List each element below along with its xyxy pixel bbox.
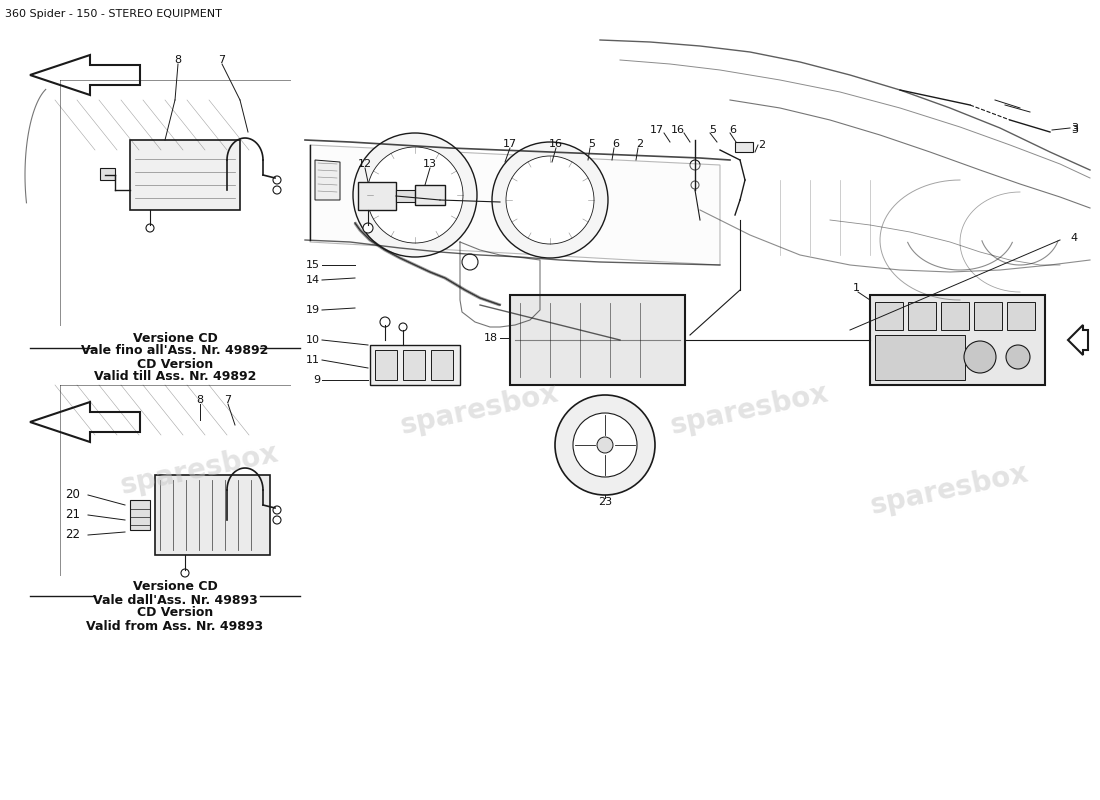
Circle shape xyxy=(462,254,478,270)
Polygon shape xyxy=(30,55,140,95)
Circle shape xyxy=(690,160,700,170)
Text: Vale dall'Ass. Nr. 49893: Vale dall'Ass. Nr. 49893 xyxy=(92,594,257,606)
Text: 2: 2 xyxy=(758,140,766,150)
Text: 3: 3 xyxy=(1071,125,1078,135)
Bar xyxy=(870,295,1045,385)
Text: 22: 22 xyxy=(65,529,80,542)
Text: Valid till Ass. Nr. 49892: Valid till Ass. Nr. 49892 xyxy=(94,370,256,383)
Circle shape xyxy=(506,156,594,244)
Circle shape xyxy=(367,147,463,243)
Bar xyxy=(874,302,903,330)
Text: 14: 14 xyxy=(306,275,320,285)
Circle shape xyxy=(146,224,154,232)
Bar xyxy=(370,345,460,385)
Text: CD Version: CD Version xyxy=(136,606,213,619)
Text: 6: 6 xyxy=(613,139,619,149)
Circle shape xyxy=(399,323,407,331)
Bar xyxy=(940,302,969,330)
Text: 1: 1 xyxy=(852,283,859,293)
Bar xyxy=(375,350,397,380)
Text: 11: 11 xyxy=(306,355,320,365)
Text: 16: 16 xyxy=(549,139,563,149)
Text: 2: 2 xyxy=(637,139,644,149)
Polygon shape xyxy=(310,145,720,265)
Text: 16: 16 xyxy=(671,125,685,135)
Text: 5: 5 xyxy=(588,139,595,149)
Text: CD Version: CD Version xyxy=(136,358,213,370)
Circle shape xyxy=(273,186,280,194)
Circle shape xyxy=(353,133,477,257)
Text: Valid from Ass. Nr. 49893: Valid from Ass. Nr. 49893 xyxy=(87,619,264,633)
Text: 8: 8 xyxy=(175,55,182,65)
Text: 18: 18 xyxy=(484,333,498,343)
Text: sparesbox: sparesbox xyxy=(398,379,562,441)
Bar xyxy=(1006,302,1035,330)
Text: 8: 8 xyxy=(197,395,204,405)
Circle shape xyxy=(273,176,280,184)
Bar xyxy=(510,295,685,385)
Text: 17: 17 xyxy=(650,125,664,135)
Text: 360 Spider - 150 - STEREO EQUIPMENT: 360 Spider - 150 - STEREO EQUIPMENT xyxy=(6,9,222,19)
Text: 10: 10 xyxy=(306,335,320,345)
Bar xyxy=(403,350,425,380)
Text: 7: 7 xyxy=(219,55,225,65)
Text: sparesbox: sparesbox xyxy=(669,379,832,441)
FancyArrow shape xyxy=(1068,325,1088,355)
Text: 3: 3 xyxy=(1071,123,1078,133)
Text: 15: 15 xyxy=(306,260,320,270)
Bar xyxy=(130,500,150,530)
Bar xyxy=(130,140,240,210)
Text: 9: 9 xyxy=(312,375,320,385)
Text: 17: 17 xyxy=(503,139,517,149)
Text: 21: 21 xyxy=(65,509,80,522)
Text: Versione CD: Versione CD xyxy=(133,581,218,594)
Circle shape xyxy=(964,341,996,373)
Bar xyxy=(358,182,396,210)
Bar xyxy=(155,475,270,555)
Bar xyxy=(415,185,446,205)
Text: 7: 7 xyxy=(224,395,232,405)
Text: 20: 20 xyxy=(65,489,80,502)
Circle shape xyxy=(573,413,637,477)
Text: sparesbox: sparesbox xyxy=(868,459,1032,521)
Polygon shape xyxy=(30,402,140,442)
Text: 19: 19 xyxy=(306,305,320,315)
Circle shape xyxy=(182,569,189,577)
Text: 6: 6 xyxy=(729,125,737,135)
Bar xyxy=(100,168,116,180)
Bar xyxy=(735,142,754,152)
Text: Vale fino all'Ass. Nr. 49892: Vale fino all'Ass. Nr. 49892 xyxy=(81,345,268,358)
Text: Versione CD: Versione CD xyxy=(133,331,218,345)
Text: 5: 5 xyxy=(710,125,716,135)
Bar xyxy=(874,335,965,380)
Bar xyxy=(974,302,1002,330)
Circle shape xyxy=(363,223,373,233)
Bar xyxy=(396,190,416,202)
Circle shape xyxy=(556,395,654,495)
Text: sparesbox: sparesbox xyxy=(119,439,282,501)
Text: 23: 23 xyxy=(598,497,612,507)
Polygon shape xyxy=(315,160,340,200)
Circle shape xyxy=(691,181,698,189)
Circle shape xyxy=(273,516,280,524)
Circle shape xyxy=(273,506,280,514)
Bar xyxy=(908,302,936,330)
Circle shape xyxy=(379,317,390,327)
Text: 4: 4 xyxy=(1070,233,1077,243)
Bar xyxy=(431,350,453,380)
Text: 12: 12 xyxy=(358,159,372,169)
Circle shape xyxy=(1006,345,1030,369)
Circle shape xyxy=(597,437,613,453)
Circle shape xyxy=(492,142,608,258)
Text: 13: 13 xyxy=(424,159,437,169)
